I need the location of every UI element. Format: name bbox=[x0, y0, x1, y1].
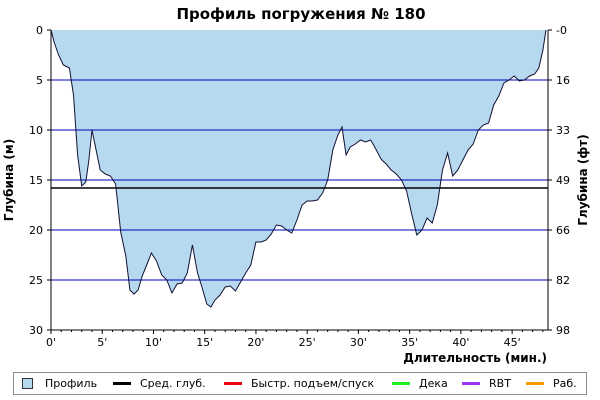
legend-swatch-avg-depth bbox=[113, 382, 131, 385]
y-axis-left-label: Глубина (м) bbox=[2, 139, 16, 221]
legend-label-work: Раб. bbox=[553, 377, 577, 390]
x-tick-label: 5' bbox=[97, 336, 107, 349]
y-left-tick-label: 20 bbox=[29, 224, 43, 237]
y-left-tick-label: 25 bbox=[29, 274, 43, 287]
legend-item-fast-ascent: Быстр. подъем/спуск bbox=[224, 373, 374, 394]
x-tick-label: 25' bbox=[299, 336, 316, 349]
y-right-tick-label: 16 bbox=[556, 74, 570, 87]
legend-label-avg-depth: Сред. глуб. bbox=[140, 377, 206, 390]
y-left-tick-label: 0 bbox=[36, 24, 43, 37]
legend-swatch-rbt bbox=[462, 382, 480, 385]
legend-item-profile: Профиль bbox=[22, 373, 97, 394]
profile-line bbox=[50, 29, 547, 308]
grid-lines bbox=[51, 79, 548, 281]
y-left-tick-label: 15 bbox=[29, 174, 43, 187]
y-axis-left-ticks: 0 5 10 15 20 25 30 bbox=[29, 24, 51, 337]
y-left-tick-label: 10 bbox=[29, 124, 43, 137]
legend-label-fast-ascent: Быстр. подъем/спуск bbox=[251, 377, 375, 390]
x-tick-label: 0' bbox=[46, 336, 56, 349]
y-right-tick-label: 82 bbox=[556, 274, 570, 287]
legend-label-profile: Профиль bbox=[45, 377, 98, 390]
legend-item-avg-depth: Сред. глуб. bbox=[113, 373, 206, 394]
x-tick-label: 15' bbox=[196, 336, 213, 349]
y-right-tick-label: 49 bbox=[556, 174, 570, 187]
y-right-tick-label: 98 bbox=[556, 324, 570, 337]
x-tick-label: 35' bbox=[401, 336, 418, 349]
legend-swatch-fast-ascent bbox=[224, 382, 242, 385]
y-left-tick-label: 30 bbox=[29, 324, 43, 337]
profile-area bbox=[51, 30, 546, 307]
y-right-tick-label: 66 bbox=[556, 224, 570, 237]
legend-label-deco: Дека bbox=[419, 377, 448, 390]
y-axis-right-label: Глубина (фт) bbox=[576, 134, 590, 225]
legend-item-rbt: RBT bbox=[462, 373, 511, 394]
y-axis-right-ticks: -0 16 33 49 66 82 98 bbox=[548, 24, 570, 337]
legend-swatch-work bbox=[526, 382, 544, 385]
y-right-tick-label: -0 bbox=[556, 24, 567, 37]
x-axis-label: Длительность (мин.) bbox=[403, 351, 547, 365]
chart-title: Профиль погружения № 180 bbox=[176, 5, 425, 23]
x-tick-label: 10' bbox=[145, 336, 162, 349]
x-tick-label: 40' bbox=[452, 336, 469, 349]
chart-legend: Профиль Сред. глуб. Быстр. подъем/спуск … bbox=[13, 372, 587, 395]
x-tick-label: 30' bbox=[350, 336, 367, 349]
y-right-tick-label: 33 bbox=[556, 124, 570, 137]
x-tick-label: 45' bbox=[504, 336, 521, 349]
plot-area bbox=[50, 29, 549, 331]
legend-swatch-profile bbox=[22, 378, 33, 389]
x-tick-label: 20' bbox=[247, 336, 264, 349]
legend-swatch-deco bbox=[392, 382, 410, 385]
legend-label-rbt: RBT bbox=[489, 377, 511, 390]
y-left-tick-label: 5 bbox=[36, 74, 43, 87]
x-axis-ticks: 0' 5' 10' 15' 20' 25' 30' 35' 40' 45' bbox=[46, 330, 544, 349]
legend-item-work: Раб. bbox=[526, 373, 577, 394]
legend-item-deco: Дека bbox=[392, 373, 448, 394]
